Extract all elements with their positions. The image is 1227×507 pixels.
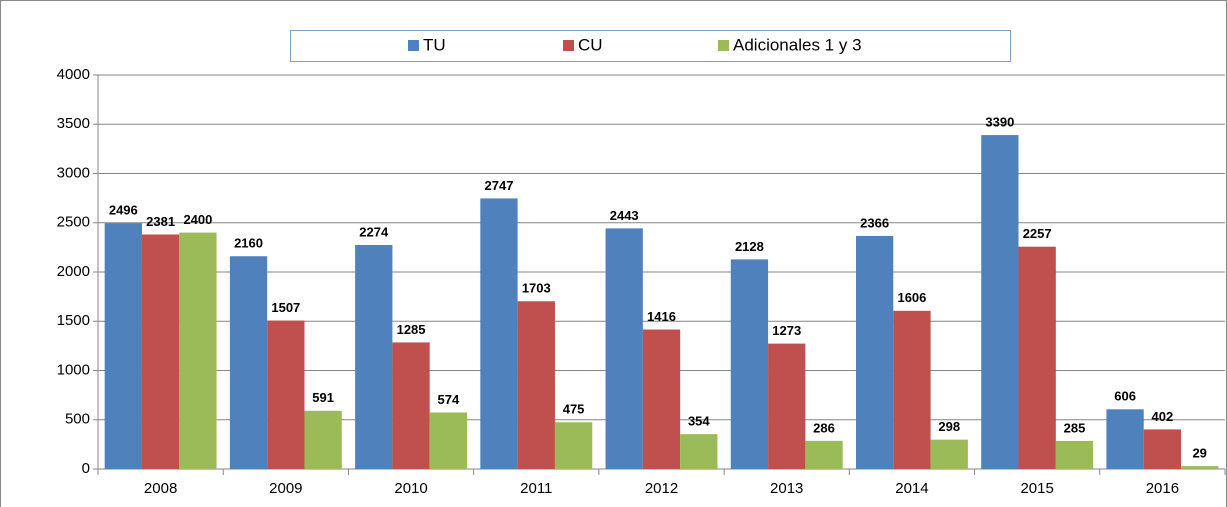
- x-tick-label: 2009: [269, 480, 302, 497]
- bar: [893, 310, 931, 469]
- bar: [1018, 246, 1056, 469]
- x-tick-label: 2013: [770, 480, 803, 497]
- y-tick-label: 3000: [57, 164, 90, 181]
- bar: [1181, 466, 1219, 469]
- bar: [355, 245, 393, 469]
- x-tick-label: 2010: [394, 480, 427, 497]
- bar: [768, 343, 806, 469]
- bar: [517, 301, 555, 469]
- y-tick-label: 0: [82, 460, 90, 477]
- data-label: 2400: [183, 212, 212, 227]
- bar: [104, 223, 142, 469]
- y-tick-label: 2500: [57, 214, 90, 231]
- data-label: 402: [1152, 409, 1174, 424]
- data-label: 1273: [772, 323, 801, 338]
- legend-swatch: [563, 40, 574, 51]
- legend-box: [290, 30, 1011, 62]
- bar: [855, 235, 894, 469]
- bar: [680, 434, 718, 469]
- data-label: 574: [438, 392, 460, 407]
- y-tick-label: 1500: [57, 312, 90, 329]
- bar: [730, 259, 769, 469]
- bar: [554, 422, 593, 469]
- data-label: 1416: [647, 309, 676, 324]
- data-label: 298: [938, 419, 960, 434]
- legend-swatch: [718, 40, 729, 51]
- bar: [1055, 440, 1094, 469]
- data-label: 285: [1064, 420, 1086, 435]
- bar: [229, 256, 268, 469]
- bar: [1143, 429, 1182, 469]
- data-label: 1606: [897, 290, 926, 305]
- data-label: 354: [688, 414, 710, 429]
- x-tick-label: 2016: [1146, 480, 1179, 497]
- y-tick-label: 4000: [57, 66, 90, 83]
- bar: [480, 198, 518, 469]
- x-tick-label: 2008: [144, 480, 177, 497]
- legend-label: TU: [423, 35, 446, 54]
- bar: [429, 412, 468, 469]
- y-tick-label: 2000: [57, 263, 90, 280]
- data-label: 2128: [735, 239, 764, 254]
- data-label: 3390: [985, 115, 1014, 130]
- bar: [392, 342, 430, 469]
- bar: [1106, 409, 1144, 469]
- data-label: 2381: [146, 214, 175, 229]
- data-label: 1703: [522, 281, 551, 296]
- bar: [805, 440, 843, 469]
- data-label: 606: [1114, 389, 1136, 404]
- legend-label: CU: [578, 35, 603, 54]
- x-tick-label: 2012: [645, 480, 678, 497]
- legend-swatch: [408, 40, 419, 51]
- bar: [141, 234, 180, 469]
- data-label: 591: [312, 390, 334, 405]
- bar: [930, 439, 968, 469]
- bar: [304, 410, 342, 469]
- x-tick-label: 2011: [520, 480, 552, 497]
- bar: [267, 320, 305, 469]
- data-label: 29: [1192, 446, 1206, 461]
- data-label: 286: [813, 420, 835, 435]
- bar: [642, 329, 681, 469]
- legend-label: Adicionales 1 y 3: [733, 35, 862, 54]
- bar: [179, 232, 217, 469]
- y-tick-label: 3500: [57, 115, 90, 132]
- data-label: 2274: [359, 224, 389, 239]
- x-tick-label: 2015: [1020, 480, 1053, 497]
- data-label: 2747: [485, 178, 514, 193]
- data-label: 2257: [1023, 226, 1052, 241]
- data-label: 2160: [234, 236, 263, 251]
- y-tick-label: 500: [65, 411, 90, 428]
- data-label: 1285: [397, 322, 426, 337]
- data-label: 2496: [109, 203, 138, 218]
- x-tick-label: 2014: [895, 480, 928, 497]
- data-label: 475: [563, 402, 585, 417]
- bar: [981, 135, 1019, 469]
- data-label: 2443: [610, 208, 639, 223]
- data-label: 1507: [271, 300, 300, 315]
- y-tick-label: 1000: [57, 361, 90, 378]
- bar: [605, 228, 643, 469]
- data-label: 2366: [860, 215, 889, 230]
